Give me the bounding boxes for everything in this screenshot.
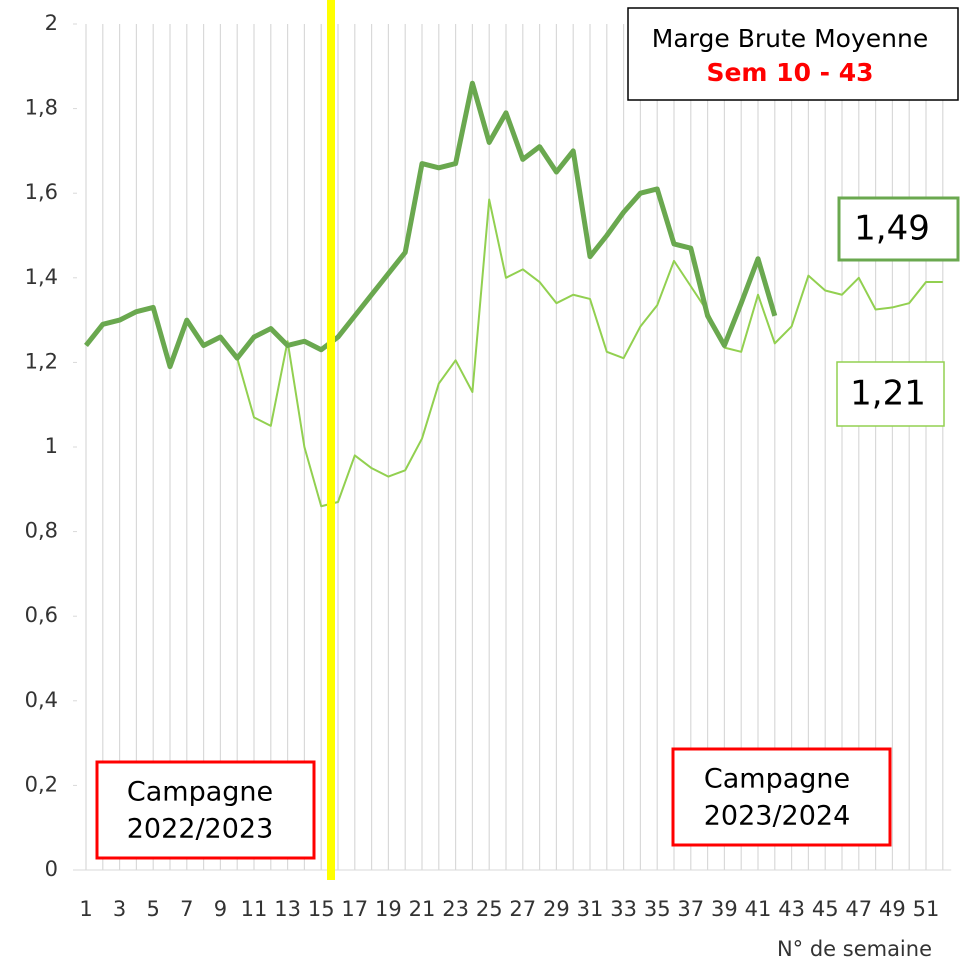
y-tick-label: 1 [45, 434, 58, 458]
y-tick-label: 0 [45, 857, 58, 881]
x-tick-label: 5 [147, 897, 160, 921]
x-tick-label: 9 [214, 897, 227, 921]
y-tick-label: 2 [45, 11, 58, 35]
series-line [84, 80, 778, 370]
x-tick-label: 39 [711, 897, 738, 921]
chart-subtitle: Sem 10 - 43 [706, 58, 873, 87]
grid [73, 23, 952, 871]
x-tick-label: 31 [577, 897, 604, 921]
y-tick-label: 0,2 [25, 772, 58, 796]
y-tick-label: 1,4 [25, 265, 58, 289]
x-tick-label: 41 [745, 897, 772, 921]
x-tick-label: 11 [241, 897, 268, 921]
value-box [837, 196, 960, 262]
y-tick-label: 0,4 [25, 688, 58, 712]
x-tick-label: 37 [677, 897, 704, 921]
title-box [627, 7, 959, 101]
x-tick-label: 47 [845, 897, 872, 921]
campaign-box [671, 747, 892, 847]
campaign-label: 2022/2023 [127, 814, 274, 845]
y-tick-label: 1,8 [25, 96, 58, 120]
x-tick-label: 45 [812, 897, 839, 921]
y-tick-label: 1,6 [25, 180, 58, 204]
chart-title: Marge Brute Moyenne [652, 24, 928, 53]
x-tick-label: 15 [308, 897, 335, 921]
x-tick-label: 35 [644, 897, 671, 921]
y-tick-label: 1,2 [25, 349, 58, 373]
x-tick-label: 21 [409, 897, 436, 921]
x-tick-label: 49 [879, 897, 906, 921]
value-box [836, 361, 945, 427]
y-tick-label: 0,8 [25, 519, 58, 543]
x-tick-label: 17 [341, 897, 368, 921]
x-tick-label: 51 [913, 897, 940, 921]
x-tick-label: 25 [476, 897, 503, 921]
campaign-label: 2023/2024 [704, 801, 851, 832]
value-label: 1,21 [850, 374, 926, 414]
x-tick-label: 27 [509, 897, 536, 921]
x-tick-label: 43 [778, 897, 805, 921]
campaign-box [95, 760, 316, 860]
x-tick-label: 13 [274, 897, 301, 921]
campaign-label: Campagne [704, 764, 850, 795]
series-line [85, 198, 943, 508]
x-tick-label: 1 [79, 897, 92, 921]
x-tick-label: 19 [375, 897, 402, 921]
x-tick-label: 29 [543, 897, 570, 921]
campaign-label: Campagne [127, 777, 273, 808]
x-tick-label: 23 [442, 897, 469, 921]
y-tick-label: 0,6 [25, 603, 58, 627]
x-axis-label: N° de semaine [777, 937, 932, 961]
value-label: 1,49 [854, 209, 930, 249]
lines [84, 80, 943, 508]
x-tick-label: 33 [610, 897, 637, 921]
x-tick-label: 3 [113, 897, 126, 921]
x-tick-label: 7 [180, 897, 193, 921]
